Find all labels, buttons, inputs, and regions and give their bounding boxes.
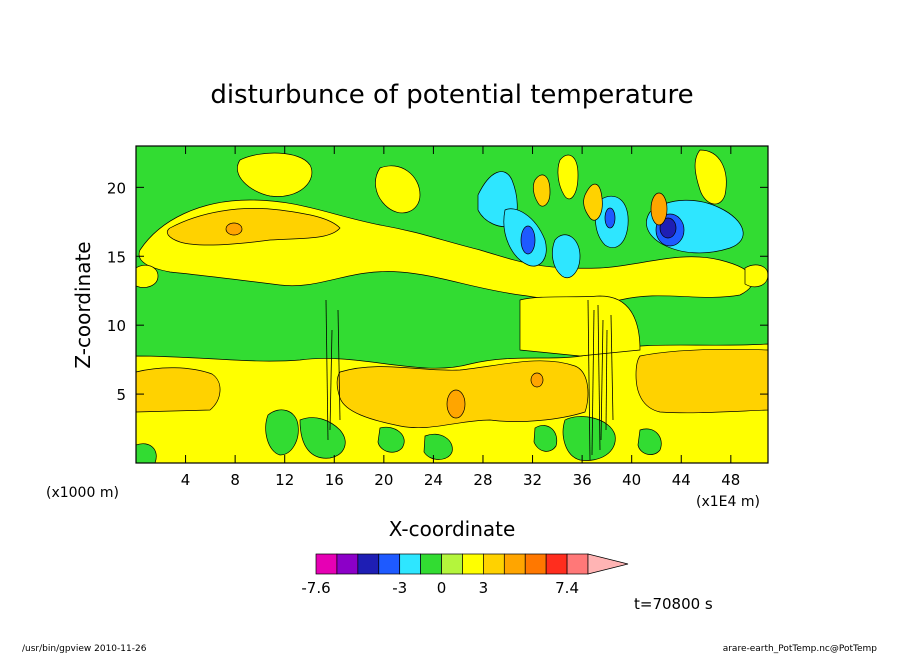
contour-yellow-blob-1 xyxy=(136,264,159,288)
colorbar-swatch xyxy=(399,553,421,575)
plot-frame xyxy=(135,145,769,464)
y-tick-label: 10 xyxy=(107,317,126,335)
time-label: t=70800 s xyxy=(634,595,713,613)
colorbar-labels: -7.6 -3 0 3 7.4 xyxy=(301,579,579,597)
x-axis: 4 8 12 16 20 24 28 32 36 40 44 48 xyxy=(181,146,740,489)
colorbar-swatch xyxy=(462,553,484,575)
contour-green-patch-4 xyxy=(423,433,453,460)
x-axis-label: X-coordinate xyxy=(389,517,516,541)
contour-orange-upper xyxy=(166,208,341,246)
colorbar-swatch xyxy=(524,553,547,575)
contour-warm-streak-2 xyxy=(532,174,551,207)
x-tick-label: 48 xyxy=(721,471,740,489)
contour-yellow-upper-3 xyxy=(375,165,421,214)
footer-right: arare-earth_PotTemp.nc@PotTemp xyxy=(723,644,878,654)
contour-warm-streak-1 xyxy=(583,183,603,221)
colorbar-swatch xyxy=(336,553,359,575)
colorbar-swatch xyxy=(378,553,401,575)
y-axis: 5 10 15 20 xyxy=(107,179,768,404)
colorbar-swatch xyxy=(357,553,380,575)
x-tick-label: 28 xyxy=(473,471,492,489)
contour-green-patch-8 xyxy=(136,443,157,463)
contour-orange-lower-left xyxy=(136,367,221,413)
contour-core-1 xyxy=(225,222,243,236)
contour-yellow-streak xyxy=(557,154,579,200)
colorbar-tick-label: -3 xyxy=(392,579,407,597)
colorbar-tick-label: 0 xyxy=(437,579,447,597)
x-tick-label: 8 xyxy=(230,471,240,489)
x-unit-left: (x1000 m) xyxy=(46,485,119,501)
colorbar-swatch xyxy=(545,553,568,575)
contour-green-patch-3 xyxy=(377,426,405,453)
x-tick-label: 44 xyxy=(672,471,691,489)
contour-yellow-blob-2 xyxy=(744,264,768,288)
colorbar-tick-label: -7.6 xyxy=(301,579,330,597)
contour-field xyxy=(136,146,768,463)
colorbar-tick-label: 7.4 xyxy=(555,579,579,597)
colorbar-swatch xyxy=(503,553,526,575)
x-tick-label: 16 xyxy=(325,471,344,489)
contour-yellow-column xyxy=(519,295,641,357)
y-tick-label: 15 xyxy=(107,248,126,266)
colorbar-arrow xyxy=(587,553,629,575)
colorbar-swatch xyxy=(315,553,338,575)
chart-title: disturbunce of potential temperature xyxy=(210,80,693,110)
x-tick-label: 40 xyxy=(622,471,641,489)
contour-green-patch-7 xyxy=(637,428,662,455)
x-tick-label: 12 xyxy=(275,471,294,489)
contour-navy-core xyxy=(659,217,677,239)
colorbar xyxy=(315,553,629,575)
x-tick-label: 36 xyxy=(573,471,592,489)
contour-core-3 xyxy=(530,372,544,388)
contour-yellow-upper-2 xyxy=(237,152,313,197)
contour-core-2 xyxy=(446,389,466,419)
y-tick-label: 5 xyxy=(116,386,126,404)
contour-noise-column xyxy=(325,299,614,461)
x-tick-label: 24 xyxy=(424,471,443,489)
contour-green-patch-1 xyxy=(265,409,299,456)
contour-green-patch-2 xyxy=(299,417,346,459)
colorbar-swatch xyxy=(420,553,442,575)
contour-green-patch-5 xyxy=(533,425,558,452)
x-tick-label: 20 xyxy=(374,471,393,489)
y-tick-label: 20 xyxy=(107,179,126,197)
contour-orange-lower-right xyxy=(635,348,768,414)
colorbar-tick-label: 3 xyxy=(479,579,489,597)
contour-blue-2 xyxy=(604,207,616,229)
x-unit-right: (x1E4 m) xyxy=(696,494,760,510)
contour-green-patch-6 xyxy=(562,416,616,461)
contour-blue-1 xyxy=(520,225,536,255)
contour-cyan-3 xyxy=(552,234,581,279)
contour-warm-core xyxy=(650,192,668,226)
colorbar-swatch xyxy=(483,553,505,575)
colorbar-swatch xyxy=(441,553,463,575)
y-axis-label: Z-coordinate xyxy=(71,241,95,368)
x-tick-label: 32 xyxy=(523,471,542,489)
colorbar-swatch xyxy=(566,553,589,575)
x-tick-label: 4 xyxy=(181,471,191,489)
footer-left: /usr/bin/gpview 2010-11-26 xyxy=(22,644,147,654)
contour-yellow-upper-4 xyxy=(694,149,727,205)
